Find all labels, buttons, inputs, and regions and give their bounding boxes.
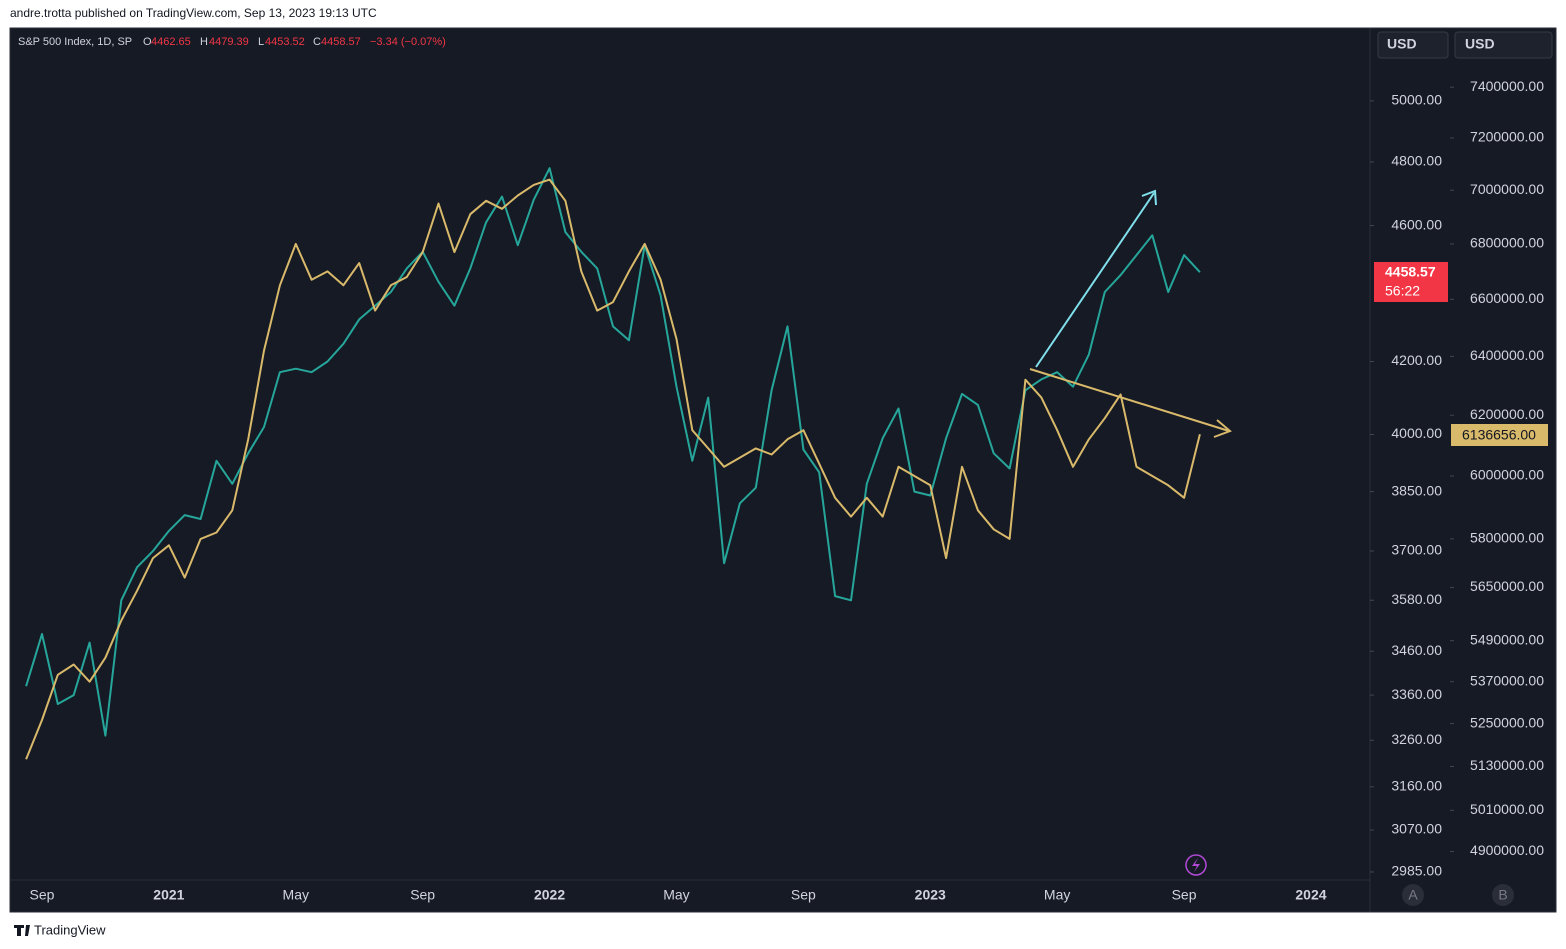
y-tick-label: 3460.00 — [1391, 642, 1442, 658]
x-tick-label: Sep — [30, 887, 55, 903]
y-tick-label: 3700.00 — [1391, 542, 1442, 558]
ohlc-value: 4462.65 — [151, 36, 191, 48]
scale-button-label[interactable]: B — [1498, 887, 1507, 903]
ohlc-label: O — [143, 36, 152, 48]
y-tick-label: 5010000.00 — [1470, 801, 1544, 817]
series-line — [25, 167, 1201, 737]
x-tick-label: Sep — [1172, 887, 1197, 903]
y-tick-label: 3360.00 — [1391, 686, 1442, 702]
x-tick-label: Sep — [791, 887, 816, 903]
y-tick-label: 7200000.00 — [1470, 129, 1544, 145]
y-tick-label: 6600000.00 — [1470, 290, 1544, 306]
series-line — [25, 178, 1201, 760]
currency-button-label[interactable]: USD — [1387, 36, 1417, 52]
alert-bolt — [1192, 858, 1200, 872]
alert-icon[interactable] — [1185, 854, 1207, 876]
currency-button-label[interactable]: USD — [1465, 36, 1495, 52]
y-tick-label: 5800000.00 — [1470, 530, 1544, 546]
brand-logo — [14, 925, 30, 936]
y-tick-label: 4800.00 — [1391, 153, 1442, 169]
x-tick-label: Sep — [410, 887, 435, 903]
ohlc-label: L — [258, 36, 264, 48]
y-tick-label: 5250000.00 — [1470, 714, 1544, 730]
scale-button[interactable] — [1402, 884, 1424, 906]
scale-button-label[interactable]: A — [1408, 887, 1418, 903]
ohlc-value: 4453.52 — [265, 36, 305, 48]
ohlc-label: H — [200, 36, 208, 48]
trend-arrow — [1029, 368, 1230, 432]
trend-arrow — [1035, 192, 1155, 368]
legend: S&P 500 Index, 1D, SP O 4462.65 H 4479.3… — [18, 36, 446, 48]
y-tick-label: 3260.00 — [1391, 731, 1442, 747]
x-tick-label: May — [663, 887, 689, 903]
y-tick-label: 2985.00 — [1391, 863, 1442, 879]
y2-badge — [1451, 424, 1548, 446]
y-tick-label: 7000000.00 — [1470, 181, 1544, 197]
y-tick-label: 6800000.00 — [1470, 235, 1544, 251]
y-tick-label: 7400000.00 — [1470, 78, 1544, 94]
y-tick-label: 3160.00 — [1391, 777, 1442, 793]
countdown: 56:22 — [1385, 283, 1420, 299]
y-tick-label: 5130000.00 — [1470, 757, 1544, 773]
y2-badge-value: 6136656.00 — [1462, 427, 1536, 443]
ohlc-value: 4479.39 — [209, 36, 249, 48]
ohlc-value: 4458.57 — [321, 36, 361, 48]
x-tick-label: 2022 — [534, 887, 565, 903]
y-tick-label: 6000000.00 — [1470, 467, 1544, 483]
x-tick-label: May — [283, 887, 309, 903]
y-tick-label: 3070.00 — [1391, 821, 1442, 837]
arrow-head — [1141, 189, 1157, 206]
badges: 4458.57 56:22 6136656.00 — [1374, 262, 1548, 446]
ohlc-label: C — [313, 36, 321, 48]
y-tick-label: 5000.00 — [1391, 92, 1442, 108]
currency-button[interactable] — [1377, 31, 1449, 59]
currency-button[interactable] — [1454, 31, 1553, 59]
y-tick-label: 4200.00 — [1391, 352, 1442, 368]
y-tick-label: 3580.00 — [1391, 591, 1442, 607]
y-tick-label: 5370000.00 — [1470, 672, 1544, 688]
x-tick-label: 2023 — [915, 887, 946, 903]
chart-panel — [9, 27, 1557, 913]
x-tick-label: 2021 — [153, 887, 184, 903]
y-tick-label: 4600.00 — [1391, 216, 1442, 232]
publisher: andre.trotta published on TradingView.co… — [10, 6, 377, 20]
price-badge — [1374, 262, 1448, 302]
brand: TradingView — [34, 922, 106, 937]
y-tick-label: 5650000.00 — [1470, 578, 1544, 594]
y-tick-label: 4000.00 — [1391, 425, 1442, 441]
change: −3.34 (−0.07%) — [370, 36, 446, 48]
price-badge-value: 4458.57 — [1385, 264, 1436, 280]
y-tick-label: 5490000.00 — [1470, 631, 1544, 647]
scale-button[interactable] — [1492, 884, 1514, 906]
y-tick-label: 4900000.00 — [1470, 842, 1544, 858]
y-tick-label: 6400000.00 — [1470, 347, 1544, 363]
plot: 2985.00 3070.00 3160.00 3260.00 3360.00 3460.… — [25, 78, 1544, 903]
y-tick-label: 3850.00 — [1391, 482, 1442, 498]
symbol: S&P 500 Index, 1D, SP — [18, 36, 132, 48]
y-tick-label: 6200000.00 — [1470, 406, 1544, 422]
x-tick-label: 2024 — [1295, 887, 1326, 903]
x-tick-label: May — [1044, 887, 1070, 903]
arrow-head — [1213, 419, 1232, 438]
